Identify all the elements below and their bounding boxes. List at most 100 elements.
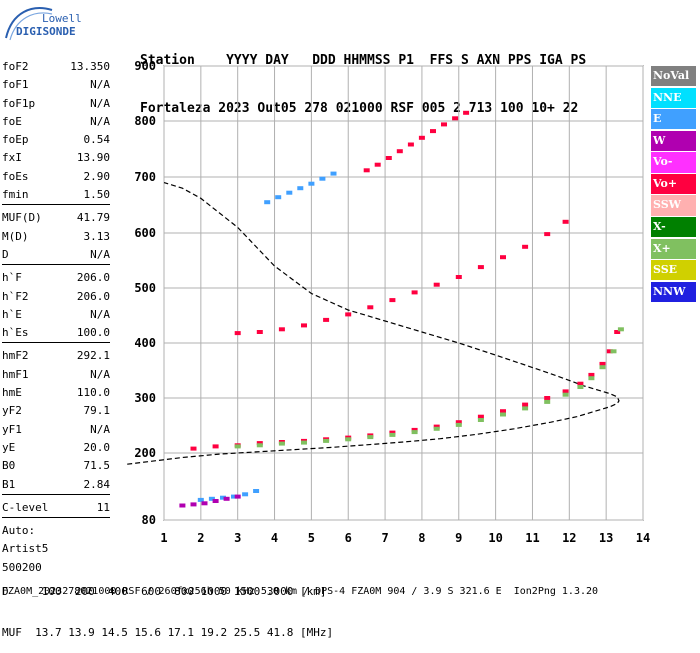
echo-point xyxy=(367,305,374,310)
echo-point xyxy=(411,427,418,432)
echo-point xyxy=(234,444,241,449)
header-block: Station YYYY DAY DDD HHMMSS P1 FFS S AXN… xyxy=(140,21,586,133)
param-value: 11 xyxy=(96,500,110,514)
echo-point xyxy=(308,181,315,186)
echo-point xyxy=(367,435,374,440)
param-row: foF1 N/A xyxy=(2,76,110,94)
muf-table: D 100 200 400 600 800 1000 1500 3000 [km… xyxy=(2,558,333,653)
echo-point xyxy=(363,168,370,173)
echo-point xyxy=(617,327,624,332)
echo-point xyxy=(208,496,215,501)
header-values-row: Fortaleza 2023 Out05 278 021000 RSF 005 … xyxy=(140,101,586,117)
echo-point xyxy=(433,282,440,287)
param-label: foEs xyxy=(2,169,29,183)
plot-frame xyxy=(163,65,644,521)
param-divider xyxy=(2,493,110,499)
x-tick-label: 4 xyxy=(271,531,278,545)
echo-point xyxy=(323,317,330,322)
y-tick-label: 800 xyxy=(134,114,156,128)
echo-point xyxy=(614,330,621,334)
echo-point xyxy=(330,171,337,176)
param-label: fmin xyxy=(2,188,29,202)
x-tick-label: 13 xyxy=(599,531,613,545)
header-value: 021000 xyxy=(335,101,383,116)
echo-point xyxy=(212,499,219,503)
param-value: N/A xyxy=(90,78,110,92)
echo-point xyxy=(433,424,440,429)
echo-point xyxy=(544,232,551,237)
param-value: 1.50 xyxy=(83,188,111,202)
x-tick-label: 2 xyxy=(197,531,204,545)
echo-point xyxy=(500,412,506,417)
echo-point xyxy=(588,376,595,381)
param-row: MUF(D) 41.79 xyxy=(2,209,110,227)
echo-point xyxy=(389,298,396,303)
param-divider xyxy=(2,264,110,269)
density-profile-line xyxy=(127,182,620,465)
echo-point xyxy=(301,440,307,445)
param-label: foF2 xyxy=(2,60,29,73)
echo-point xyxy=(212,444,219,449)
param-label: foF1p xyxy=(2,96,36,110)
param-value: 20.0 xyxy=(83,440,111,454)
echo-point xyxy=(389,430,396,435)
distance-row: D 100 200 400 600 800 1000 1500 3000 [km… xyxy=(2,585,327,598)
header-value: 22 xyxy=(562,101,579,116)
param-row: foE N/A xyxy=(2,113,110,131)
header-label: DDD xyxy=(312,53,336,68)
header-value: 100 xyxy=(500,101,524,116)
param-label: yE xyxy=(2,440,16,454)
header-label: AXN xyxy=(476,53,501,68)
param-value: N/A xyxy=(90,114,110,128)
autoscale-line: Auto: xyxy=(2,524,36,538)
param-value: 2.90 xyxy=(83,169,111,183)
param-row: foEp 0.54 xyxy=(2,131,110,149)
header-value: 2 xyxy=(453,101,461,116)
header-label: IGA xyxy=(539,53,563,68)
param-value: 206.0 xyxy=(76,271,110,285)
echo-point xyxy=(522,244,529,249)
echo-point xyxy=(374,162,381,167)
x-tick-label: 7 xyxy=(381,531,388,545)
echo-point xyxy=(500,409,506,414)
echo-point xyxy=(345,312,352,317)
param-row: hmF2 292.1 xyxy=(2,347,110,365)
echo-point xyxy=(275,195,282,200)
chart-ticks: 1 2 3 4 5 6 7 8 9 10 11 12 13 14802003004005006007008… xyxy=(134,59,650,545)
echo-point xyxy=(562,389,569,394)
param-value: N/A xyxy=(90,247,110,261)
header-value: Fortaleza xyxy=(140,101,211,116)
header-value: 005 xyxy=(421,101,446,116)
legend-item: X+ xyxy=(651,238,696,259)
x-tick-label: 1 xyxy=(160,531,167,545)
param-row: yF1 N/A xyxy=(2,421,110,439)
param-value: 292.1 xyxy=(76,349,110,363)
param-value: 206.0 xyxy=(76,289,110,303)
autoscale-line: Artist5 xyxy=(2,542,49,556)
echo-point xyxy=(234,331,241,336)
legend-item: NNE xyxy=(651,87,696,108)
header-labels-row: Station YYYY DAY DDD HHMMSS P1 FFS S AXN… xyxy=(140,53,586,69)
param-label: MUF(D) xyxy=(2,211,42,225)
header-label: PS xyxy=(570,53,587,68)
echo-point xyxy=(455,275,462,279)
param-row: D N/A xyxy=(2,246,110,264)
param-label: B0 xyxy=(2,459,16,473)
x-tick-label: 10 xyxy=(488,531,502,545)
y-tick-label: 600 xyxy=(134,226,156,240)
param-row: fmin 1.50 xyxy=(2,186,110,204)
echo-point xyxy=(544,396,551,400)
header-value: 10+ xyxy=(531,101,555,116)
param-value: N/A xyxy=(90,307,110,321)
header-value: 713 xyxy=(468,101,493,116)
echo-point xyxy=(588,372,595,377)
param-row: B0 71.5 xyxy=(2,457,110,475)
echo-point xyxy=(577,381,584,386)
digisonde-logo: Lowell DIGISONDE xyxy=(5,7,82,41)
legend-item: Vo- xyxy=(651,152,696,173)
echo-point xyxy=(297,186,304,191)
param-divider xyxy=(2,204,110,209)
echo-point xyxy=(455,420,462,425)
echo-point xyxy=(477,265,484,270)
echo-point xyxy=(477,418,484,422)
